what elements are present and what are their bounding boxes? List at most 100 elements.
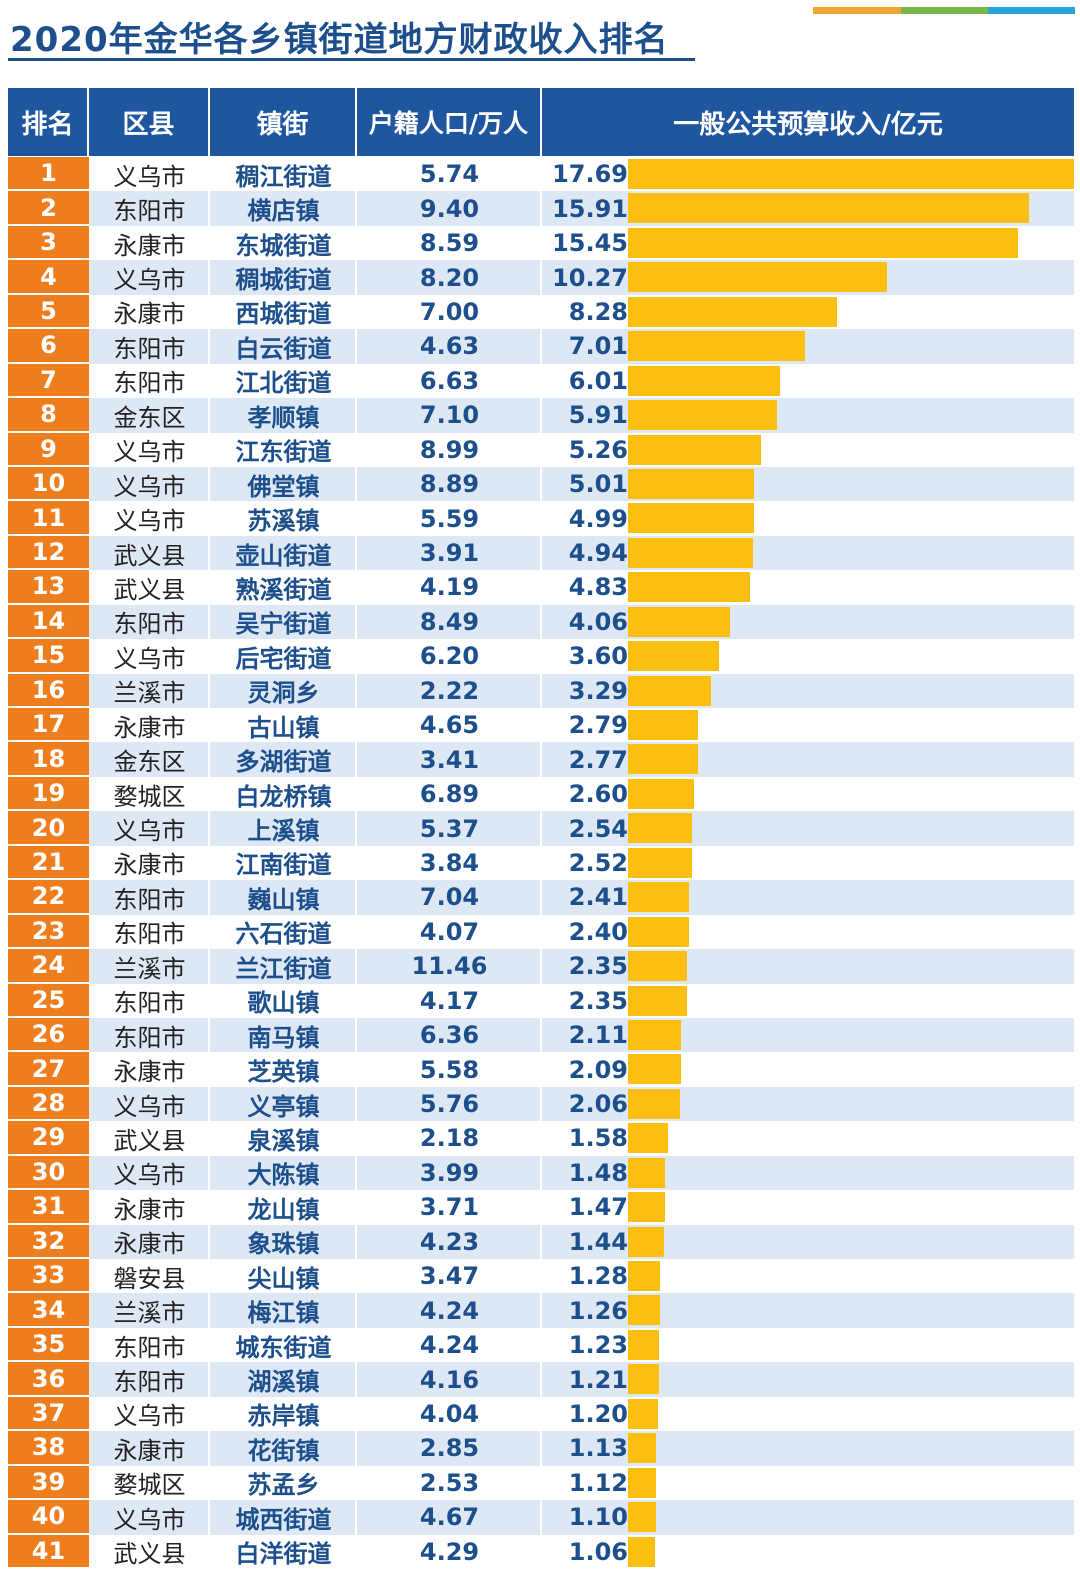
rank-cell: 33 [8, 1259, 89, 1294]
header-population: 户籍人口/万人 [357, 88, 542, 156]
revenue-bar [628, 985, 687, 1016]
county-cell: 永康市 [113, 1436, 186, 1465]
revenue-bar [628, 296, 837, 327]
population-cell: 3.91 [419, 539, 480, 568]
revenue-bar [628, 1329, 659, 1360]
revenue-label: 1.12 [568, 1468, 628, 1497]
revenue-label: 17.69 [552, 160, 628, 189]
revenue-bar [628, 847, 692, 878]
table-row: 5 永康市 西城街道 7.00 8.28 [8, 294, 1074, 330]
revenue-bar [628, 1398, 658, 1429]
county-cell: 义乌市 [113, 817, 186, 846]
population-cell: 11.46 [411, 952, 488, 981]
town-cell: 巍山镇 [247, 885, 320, 914]
revenue-bar [628, 400, 777, 431]
population-cell: 5.37 [419, 814, 480, 843]
revenue-label: 1.48 [568, 1158, 628, 1187]
revenue-label: 2.41 [568, 883, 628, 912]
revenue-bar [628, 916, 689, 947]
town-cell: 壶山街道 [235, 541, 332, 570]
population-cell: 9.40 [419, 194, 480, 223]
revenue-label: 2.77 [568, 745, 628, 774]
population-cell: 5.76 [419, 1090, 480, 1119]
revenue-label: 10.27 [552, 263, 628, 292]
table-row: 17 永康市 古山镇 4.65 2.79 [8, 708, 1074, 743]
rank-cell: 23 [8, 914, 89, 950]
table-row: 31 永康市 龙山镇 3.71 1.47 [8, 1190, 1074, 1225]
county-cell: 武义县 [113, 1540, 186, 1569]
population-cell: 6.89 [419, 780, 480, 809]
county-cell: 磐安县 [113, 1264, 186, 1293]
town-cell: 尖山镇 [247, 1264, 320, 1293]
revenue-bar [628, 365, 780, 396]
town-cell: 苏孟乡 [247, 1471, 320, 1500]
rank-cell: 11 [8, 501, 89, 536]
revenue-bar [628, 1364, 659, 1395]
county-cell: 永康市 [113, 713, 186, 742]
county-cell: 武义县 [113, 575, 186, 604]
county-cell: 永康市 [113, 231, 186, 260]
county-cell: 东阳市 [113, 369, 186, 398]
table-row: 27 永康市 芝英镇 5.58 2.09 [8, 1052, 1074, 1087]
rank-cell: 6 [8, 329, 89, 364]
revenue-bar [628, 1192, 665, 1223]
county-cell: 东阳市 [113, 989, 186, 1018]
revenue-label: 4.83 [568, 573, 628, 602]
rank-cell: 12 [8, 535, 89, 571]
county-cell: 东阳市 [113, 920, 186, 949]
population-cell: 5.74 [419, 160, 480, 189]
title-underline [8, 58, 695, 61]
rank-cell: 37 [8, 1396, 89, 1432]
town-cell: 江南街道 [235, 851, 332, 880]
revenue-bar [628, 503, 754, 534]
county-cell: 东阳市 [113, 885, 186, 914]
revenue-label: 2.52 [568, 848, 628, 877]
revenue-label: 5.26 [568, 435, 628, 464]
revenue-label: 1.44 [568, 1227, 628, 1256]
revenue-label: 2.79 [568, 711, 628, 740]
population-cell: 7.04 [419, 883, 480, 912]
revenue-bar [628, 1088, 680, 1119]
revenue-bar [628, 537, 753, 568]
rank-cell: 4 [8, 260, 89, 295]
revenue-bar [628, 1295, 660, 1326]
revenue-bar [628, 1019, 681, 1050]
town-cell: 南马镇 [247, 1023, 320, 1052]
county-cell: 义乌市 [113, 507, 186, 536]
revenue-label: 2.06 [568, 1090, 628, 1119]
county-cell: 义乌市 [113, 1161, 186, 1190]
revenue-label: 8.28 [568, 297, 628, 326]
county-cell: 义乌市 [113, 438, 186, 467]
county-cell: 金东区 [113, 403, 186, 432]
table-row: 25 东阳市 歌山镇 4.17 2.35 [8, 983, 1074, 1018]
town-cell: 龙山镇 [247, 1195, 320, 1224]
population-cell: 4.24 [419, 1331, 480, 1360]
town-cell: 花街镇 [247, 1436, 320, 1465]
county-cell: 义乌市 [113, 1092, 186, 1121]
population-cell: 3.84 [419, 848, 480, 877]
population-cell: 4.63 [419, 332, 480, 361]
county-cell: 兰溪市 [113, 1299, 186, 1328]
rank-cell: 3 [8, 225, 89, 261]
town-cell: 梅江镇 [247, 1299, 320, 1328]
population-cell: 4.17 [419, 986, 480, 1015]
rank-cell: 9 [8, 432, 89, 467]
revenue-bar [628, 331, 805, 362]
town-cell: 孝顺镇 [247, 403, 320, 432]
town-cell: 苏溪镇 [247, 507, 320, 536]
revenue-label: 2.35 [568, 952, 628, 981]
revenue-label: 1.10 [568, 1503, 628, 1532]
town-cell: 城西街道 [235, 1505, 332, 1534]
population-cell: 3.41 [419, 745, 480, 774]
rank-cell: 22 [8, 880, 89, 915]
population-cell: 4.29 [419, 1537, 480, 1566]
revenue-label: 3.29 [568, 676, 628, 705]
town-cell: 义亭镇 [247, 1092, 320, 1121]
rank-cell: 13 [8, 570, 89, 605]
county-cell: 永康市 [113, 300, 186, 329]
revenue-bar [628, 1502, 656, 1533]
population-cell: 4.24 [419, 1296, 480, 1325]
population-cell: 4.16 [419, 1365, 480, 1394]
table-row: 11 义乌市 苏溪镇 5.59 4.99 [8, 501, 1074, 536]
rank-cell: 41 [8, 1534, 89, 1569]
